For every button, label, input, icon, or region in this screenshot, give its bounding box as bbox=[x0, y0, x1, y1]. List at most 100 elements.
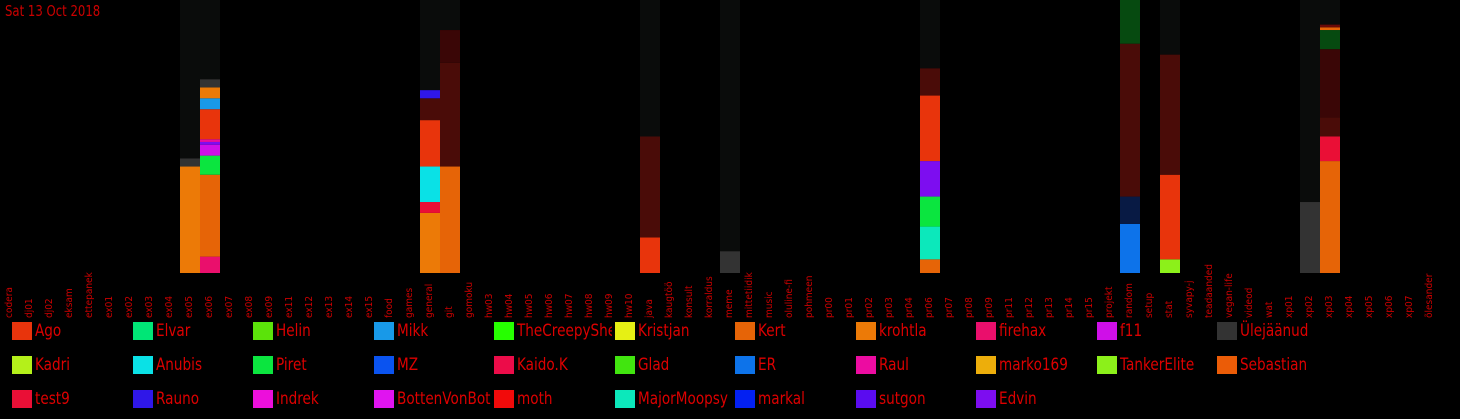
legend-swatch bbox=[1096, 356, 1117, 374]
x-tick-label: music bbox=[764, 291, 775, 318]
x-tick-label: mittetiidik bbox=[744, 272, 755, 318]
x-tick-label: java bbox=[644, 299, 655, 318]
x-tick-label: xp01 bbox=[1284, 295, 1295, 318]
x-tick-label: xp03 bbox=[1324, 295, 1335, 318]
x-tick-label: ex09 bbox=[264, 295, 275, 318]
bar-segment-general-6 bbox=[420, 0, 440, 91]
legend-label: krohtla bbox=[878, 321, 927, 341]
legend-label: test9 bbox=[35, 389, 70, 409]
legend-swatch bbox=[494, 322, 514, 340]
x-tick-label: eksam bbox=[64, 288, 75, 318]
legend-swatch bbox=[976, 356, 996, 374]
x-tick-label: vegan-life bbox=[1224, 273, 1235, 318]
bar-segment-pr06-0 bbox=[920, 259, 940, 273]
legend-label: Kristjan bbox=[637, 321, 689, 341]
legend-label: markal bbox=[758, 389, 805, 409]
bar-segment-git-3 bbox=[440, 0, 460, 31]
bars-group bbox=[180, 0, 1340, 273]
x-tick-label: games bbox=[404, 287, 415, 318]
x-tick-label: teadaanded bbox=[1204, 264, 1215, 318]
x-tick-label: ex08 bbox=[244, 295, 255, 318]
legend-label: Anubis bbox=[155, 355, 202, 375]
legend-swatch bbox=[855, 390, 876, 408]
bar-segment-ex06-9 bbox=[200, 79, 220, 88]
legend-label: Glad bbox=[637, 355, 669, 375]
bar-segment-ex06-6 bbox=[200, 109, 220, 140]
x-tick-label: stat bbox=[1164, 300, 1175, 318]
x-tick-label: gomoku bbox=[464, 281, 475, 318]
x-tick-label: dj02 bbox=[44, 298, 55, 318]
x-tick-label: random bbox=[1124, 283, 1135, 318]
legend-swatch bbox=[735, 356, 755, 374]
legend-swatch bbox=[132, 390, 153, 408]
x-tick-label: ex03 bbox=[144, 295, 155, 318]
bar-segment-random-0 bbox=[1120, 223, 1140, 273]
bar-segment-ex06-1 bbox=[200, 174, 220, 257]
x-tick-label: ex01 bbox=[104, 295, 115, 318]
legend-swatch bbox=[494, 356, 514, 374]
legend-label: moth bbox=[517, 389, 553, 409]
bar-segment-random-3 bbox=[1120, 0, 1140, 44]
legend-swatch bbox=[373, 390, 394, 408]
x-tick-label: pr09 bbox=[984, 297, 995, 318]
bar-segment-ex06-7 bbox=[200, 98, 220, 110]
legend-swatch bbox=[1217, 356, 1237, 374]
x-tick-label: pr12 bbox=[1024, 297, 1035, 318]
bar-segment-xp03-4 bbox=[1320, 30, 1340, 50]
x-tick-label: hw08 bbox=[584, 293, 595, 318]
x-tick-label: ex13 bbox=[324, 295, 335, 318]
legend-swatch bbox=[494, 390, 514, 408]
legend-label: MZ bbox=[396, 355, 418, 375]
x-tick-label: hw09 bbox=[604, 293, 615, 318]
x-tick-label: hw10 bbox=[624, 293, 635, 318]
legend-swatch bbox=[976, 322, 996, 340]
bar-segment-ex06-0 bbox=[200, 256, 220, 273]
bar-segment-xp03-7 bbox=[1320, 0, 1340, 25]
legend-label: sutgon bbox=[878, 389, 926, 409]
x-tick-label: oluline-fi bbox=[784, 279, 795, 318]
x-tick-label: codera bbox=[4, 287, 15, 318]
x-tick-label: meme bbox=[724, 289, 735, 318]
bar-segment-xp03-2 bbox=[1320, 117, 1340, 137]
x-tick-label: pohmeen bbox=[804, 275, 815, 318]
legend-label: Helin bbox=[276, 321, 311, 341]
x-tick-label: konsult bbox=[684, 285, 695, 318]
legend-swatch bbox=[855, 356, 876, 374]
x-tick-label: ex06 bbox=[204, 295, 215, 318]
legend-label: Rauno bbox=[155, 389, 199, 409]
bar-segment-xp03-1 bbox=[1320, 136, 1340, 162]
x-tick-label: dj01 bbox=[24, 298, 35, 318]
bar-segment-xp02-0 bbox=[1300, 202, 1320, 273]
bar-segment-stat-2 bbox=[1160, 54, 1180, 175]
legend-swatch bbox=[1096, 322, 1117, 340]
legend-swatch bbox=[253, 356, 273, 374]
bar-segment-stat-0 bbox=[1160, 259, 1180, 273]
x-tick-label: pr04 bbox=[904, 297, 915, 318]
legend-label: Ülejäänud bbox=[1240, 321, 1309, 341]
legend-swatch bbox=[614, 322, 635, 340]
bar-segment-ex06-3 bbox=[200, 144, 220, 156]
bar-segment-pr06-6 bbox=[920, 0, 940, 69]
bar-segment-pr06-1 bbox=[920, 226, 940, 260]
x-tick-label: pr00 bbox=[824, 297, 835, 318]
x-tick-label: setup bbox=[1144, 292, 1155, 318]
bar-segment-ex06-4 bbox=[200, 141, 220, 145]
bar-segment-general-3 bbox=[420, 120, 440, 167]
x-tick-label: pr15 bbox=[1084, 297, 1095, 318]
bar-segment-meme-0 bbox=[720, 251, 740, 273]
legend-swatch bbox=[253, 322, 273, 340]
legend-swatch bbox=[12, 356, 32, 374]
legend-label: Indrek bbox=[276, 389, 319, 409]
x-tick-label: wat bbox=[1264, 301, 1275, 318]
legend-swatch bbox=[735, 390, 755, 408]
legend-label: Ago bbox=[35, 321, 62, 341]
bar-segment-general-0 bbox=[420, 212, 440, 273]
x-tick-label: pr01 bbox=[844, 297, 855, 318]
x-tick-label: xp04 bbox=[1344, 295, 1355, 318]
bar-segment-java-1 bbox=[640, 136, 660, 238]
x-tick-label: pr13 bbox=[1044, 297, 1055, 318]
x-tick-label: pr11 bbox=[1004, 297, 1015, 318]
stacked-bar-chart bbox=[180, 0, 1340, 273]
x-tick-label: food bbox=[384, 298, 395, 318]
bar-segment-pr06-3 bbox=[920, 161, 940, 197]
